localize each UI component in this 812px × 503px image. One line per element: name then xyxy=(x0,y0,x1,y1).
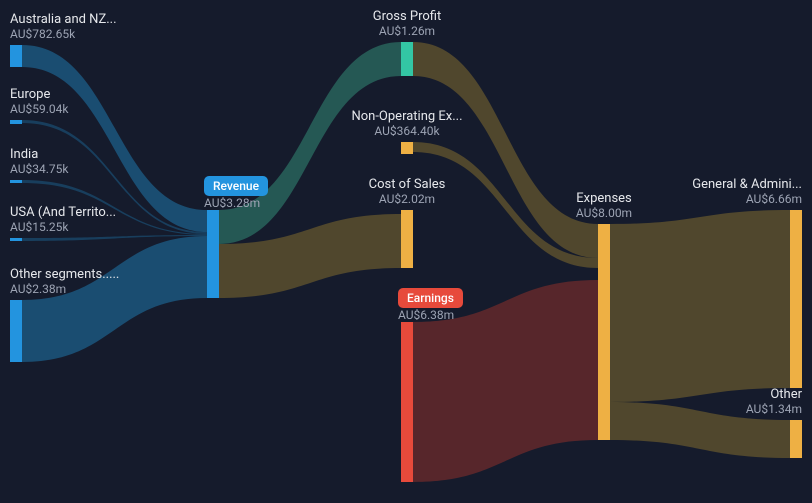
sankey-node-cos[interactable] xyxy=(401,210,413,268)
node-value: AU$2.02m xyxy=(379,192,435,206)
sankey-chart: Australia and NZ...AU$782.65k EuropeAU$59… xyxy=(0,0,812,503)
node-value: AU$782.65k xyxy=(10,27,76,41)
sankey-node-gp[interactable] xyxy=(401,42,413,76)
sankey-node-ga[interactable] xyxy=(790,210,802,388)
node-label: Australia and NZ... xyxy=(10,12,117,27)
node-value: AU$2.38m xyxy=(10,282,66,296)
node-value: AU$3.28m xyxy=(204,196,260,210)
node-pill-earn[interactable]: Earnings xyxy=(398,288,463,308)
node-value: AU$8.00m xyxy=(576,206,632,220)
node-label: Expenses xyxy=(576,191,632,206)
sankey-node-exp[interactable] xyxy=(598,224,610,440)
sankey-node-nox[interactable] xyxy=(401,142,413,154)
node-label: Other segments..... xyxy=(10,267,119,282)
node-label: Cost of Sales xyxy=(369,177,446,192)
node-value: AU$59.04k xyxy=(10,102,69,116)
sankey-node-ind[interactable] xyxy=(10,180,22,183)
node-label: Gross Profit xyxy=(373,9,442,24)
sankey-node-usa[interactable] xyxy=(10,238,22,241)
node-label: General & Admini... xyxy=(692,177,802,192)
node-pill-rev[interactable]: Revenue xyxy=(204,176,268,196)
node-label: Europe xyxy=(10,87,50,102)
sankey-node-earn[interactable] xyxy=(401,322,413,482)
node-label: Other xyxy=(770,387,802,402)
node-value: AU$364.40k xyxy=(374,124,440,138)
sankey-node-oth[interactable] xyxy=(10,300,22,362)
node-value: AU$34.75k xyxy=(10,162,69,176)
sankey-link xyxy=(22,236,207,362)
sankey-link xyxy=(219,42,401,244)
sankey-link xyxy=(610,210,790,402)
sankey-node-other[interactable] xyxy=(790,420,802,458)
sankey-node-rev[interactable] xyxy=(207,210,219,298)
node-value: AU$1.34m xyxy=(746,402,802,416)
node-value: AU$1.26m xyxy=(379,24,435,38)
sankey-node-aus[interactable] xyxy=(10,45,22,67)
sankey-link xyxy=(22,45,207,232)
node-value: AU$6.38m xyxy=(398,308,454,322)
node-label: Non-Operating Ex... xyxy=(351,109,462,124)
node-label: India xyxy=(10,147,38,162)
node-value: AU$15.25k xyxy=(10,220,69,234)
node-label: USA (And Territo... xyxy=(10,205,116,220)
sankey-node-eur[interactable] xyxy=(10,120,22,124)
node-value: AU$6.66m xyxy=(746,192,802,206)
